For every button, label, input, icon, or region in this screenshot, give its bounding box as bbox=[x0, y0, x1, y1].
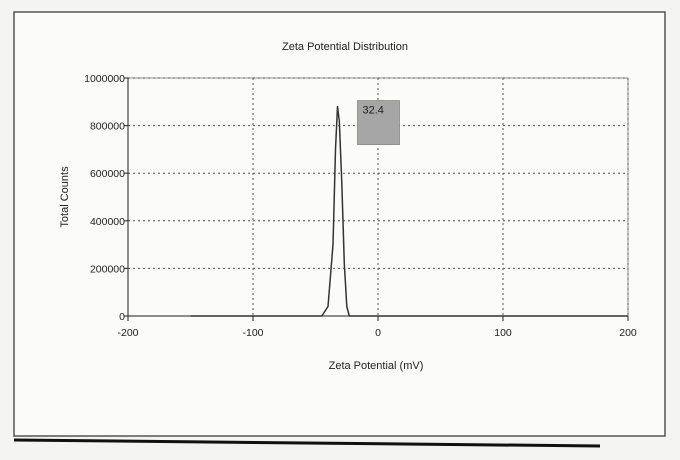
y-tick-label: 0 bbox=[119, 311, 125, 323]
tick-layer: 0 200000 400000 600000 800000 1000000 -200 -100… bbox=[84, 73, 637, 339]
peak-annotation-label: 32.4 bbox=[363, 105, 384, 117]
x-axis-label: Zeta Potential (mV) bbox=[329, 360, 424, 372]
y-tick-label: 400000 bbox=[90, 216, 125, 228]
peak-annotation-box bbox=[357, 100, 400, 145]
y-tick-label: 800000 bbox=[90, 121, 125, 133]
chart-frame bbox=[13, 11, 666, 437]
series-line bbox=[190, 105, 628, 317]
y-axis-label: Total Counts bbox=[59, 166, 71, 228]
y-tick-label: 1000000 bbox=[84, 73, 125, 85]
x-tick-label: 200 bbox=[619, 327, 637, 339]
chart-frame-bottom-shadow bbox=[13, 438, 601, 448]
x-tick-label: -200 bbox=[117, 327, 138, 339]
annotation-layer: 32.4 bbox=[357, 100, 400, 145]
x-tick-label: 100 bbox=[494, 327, 512, 339]
y-tick-label: 200000 bbox=[90, 263, 125, 275]
x-tick-label: -100 bbox=[242, 327, 263, 339]
y-tick-label: 600000 bbox=[90, 168, 125, 180]
x-tick-label: 0 bbox=[375, 327, 381, 339]
chart-title: Zeta Potential Distribution bbox=[282, 41, 408, 53]
series-layer bbox=[190, 105, 628, 317]
